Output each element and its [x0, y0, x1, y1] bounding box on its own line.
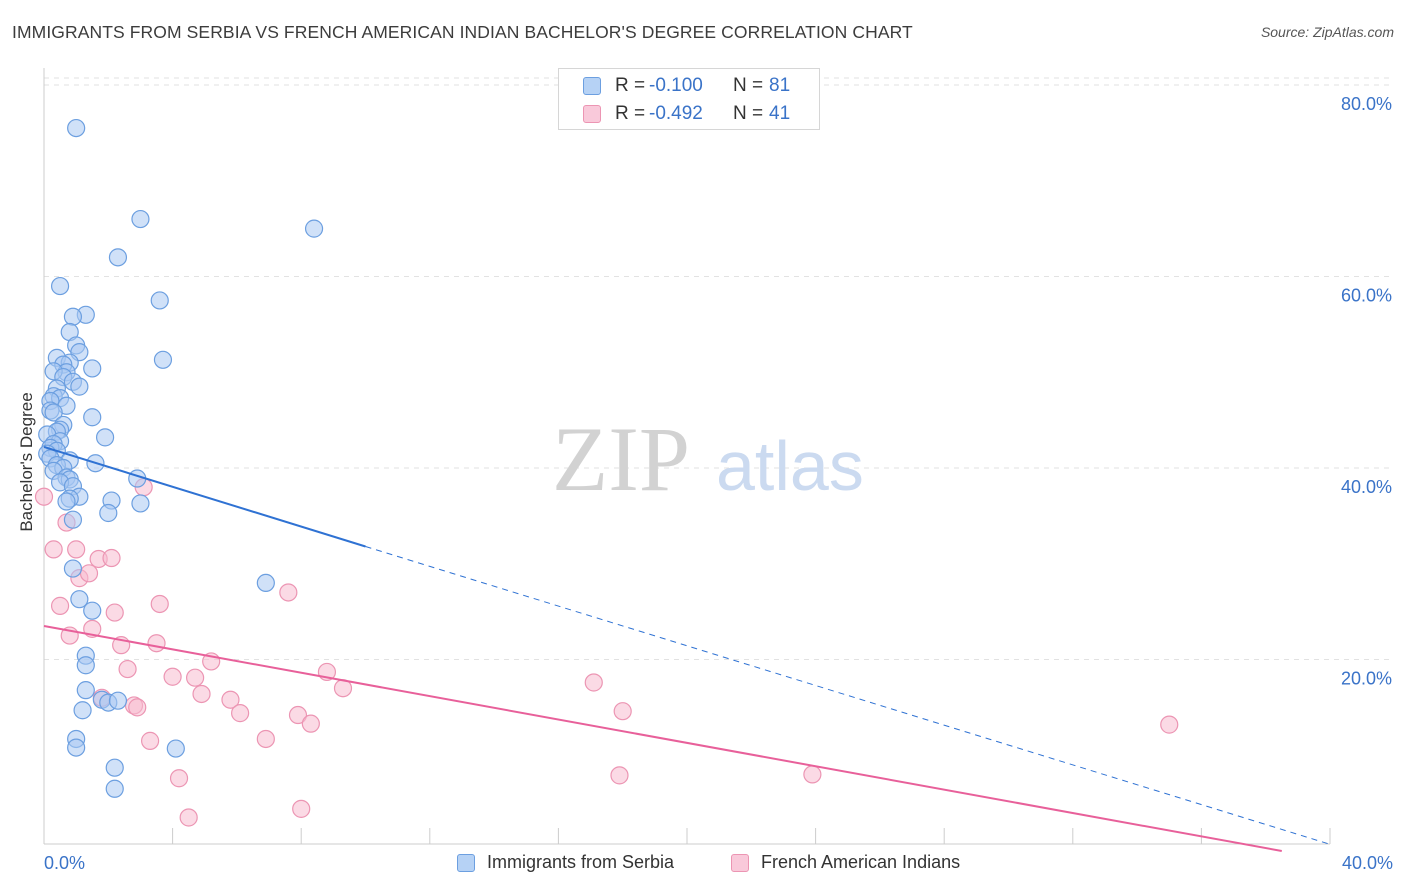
- legend-swatch-serbia: [583, 77, 601, 95]
- data-point-serbia: [166, 739, 185, 758]
- data-point-french-american-indians: [118, 659, 137, 679]
- data-point-french-american-indians: [1160, 715, 1179, 734]
- bottom-legend-serbia: Immigrants from Serbia: [457, 852, 674, 873]
- data-point-serbia: [105, 779, 124, 798]
- series-french-american-indians-points: [34, 478, 1179, 827]
- bottom-legend-label-serbia: Immigrants from Serbia: [487, 852, 675, 872]
- data-point-serbia: [131, 494, 150, 513]
- data-point-serbia: [44, 403, 63, 422]
- data-point-french-american-indians: [79, 564, 99, 583]
- data-point-french-american-indians: [803, 765, 822, 784]
- data-point-serbia: [108, 248, 128, 267]
- data-point-serbia: [108, 691, 128, 710]
- legend-r-value-serbia: -0.100: [649, 75, 703, 96]
- legend-r-value-french-american-indians: -0.492: [649, 103, 703, 124]
- data-point-french-american-indians: [231, 704, 250, 723]
- data-point-serbia: [99, 503, 118, 523]
- data-point-french-american-indians: [292, 799, 311, 818]
- data-point-french-american-indians: [584, 673, 603, 692]
- data-point-french-american-indians: [150, 594, 169, 614]
- trend-lines: [43, 445, 1331, 852]
- data-point-french-american-indians: [610, 766, 629, 785]
- correlation-legend: R = -0.100 N = 81 R = -0.492 N = 41: [558, 68, 820, 130]
- data-point-serbia: [304, 219, 324, 238]
- y-tick-label: 20.0%: [1341, 669, 1392, 689]
- data-point-serbia: [76, 656, 95, 675]
- data-point-serbia: [83, 359, 102, 378]
- data-point-french-american-indians: [102, 548, 121, 568]
- bottom-legend-french-american-indians: French American Indians: [731, 852, 960, 873]
- data-point-french-american-indians: [288, 705, 308, 725]
- bottom-legend-swatch-serbia: [457, 853, 475, 872]
- data-point-serbia: [83, 408, 102, 427]
- legend-n-value-serbia: 81: [769, 75, 791, 96]
- grid-layer: [44, 77, 1392, 660]
- y-tick-label: 80.0%: [1341, 94, 1392, 114]
- data-point-french-american-indians: [186, 668, 205, 687]
- data-point-serbia: [95, 428, 115, 447]
- legend-row-serbia: R = -0.100 N = 81: [583, 73, 790, 99]
- data-point-french-american-indians: [44, 540, 63, 559]
- trend-line-serbia: [43, 445, 366, 548]
- data-point-serbia: [67, 738, 86, 757]
- data-point-french-american-indians: [256, 729, 275, 749]
- data-point-french-american-indians: [50, 596, 70, 615]
- data-point-serbia: [153, 350, 173, 369]
- legend-r-label: R =: [615, 75, 646, 96]
- x-tick-label-min: 0.0%: [44, 853, 85, 873]
- source-credit: Source: ZipAtlas.com: [1260, 24, 1394, 40]
- data-point-serbia: [63, 510, 83, 529]
- data-point-serbia: [150, 291, 169, 310]
- legend-n-value-french-american-indians: 41: [769, 103, 791, 124]
- legend-row-french-american-indians: R = -0.492 N = 41: [583, 101, 790, 127]
- legend-n-label: N =: [733, 75, 764, 96]
- data-point-french-american-indians: [147, 634, 166, 653]
- y-axis-title: Bachelor's Degree: [17, 392, 36, 531]
- data-point-serbia: [76, 681, 95, 700]
- legend-n-label: N =: [733, 103, 764, 124]
- data-point-serbia: [131, 209, 150, 229]
- data-point-french-american-indians: [613, 702, 632, 721]
- trend-line-serbia-extension: [365, 546, 1331, 845]
- data-point-french-american-indians: [67, 540, 86, 559]
- data-point-serbia: [73, 701, 92, 720]
- watermark-atlas: atlas: [716, 427, 864, 505]
- data-point-serbia: [256, 573, 275, 593]
- data-point-french-american-indians: [128, 698, 147, 717]
- data-point-french-american-indians: [34, 487, 54, 506]
- y-tick-label: 60.0%: [1341, 286, 1392, 306]
- watermark-zip: ZIP: [552, 408, 690, 510]
- trend-line-french-american-indians: [43, 625, 1282, 852]
- data-point-serbia: [83, 601, 102, 620]
- data-point-french-american-indians: [179, 808, 198, 827]
- data-point-serbia: [57, 492, 76, 511]
- chart-title: IMMIGRANTS FROM SERBIA VS FRENCH AMERICA…: [12, 22, 913, 42]
- data-point-french-american-indians: [140, 731, 160, 750]
- data-point-french-american-indians: [192, 684, 211, 704]
- data-point-serbia: [63, 307, 83, 326]
- data-point-serbia: [70, 377, 89, 396]
- bottom-legend-swatch-french-american-indians: [731, 853, 749, 872]
- x-tick-label-max: 40.0%: [1342, 853, 1393, 873]
- bottom-legend-label-french-american-indians: French American Indians: [761, 852, 961, 872]
- data-point-serbia: [63, 559, 83, 578]
- y-tick-label: 40.0%: [1341, 477, 1392, 497]
- watermark: ZIP atlas: [552, 408, 864, 510]
- data-point-french-american-indians: [301, 714, 320, 733]
- legend-swatch-french-american-indians: [583, 105, 601, 123]
- data-point-french-american-indians: [279, 583, 298, 602]
- data-point-french-american-indians: [221, 690, 240, 709]
- data-point-serbia: [105, 758, 124, 777]
- series-serbia-points: [38, 118, 324, 798]
- data-point-french-american-indians: [169, 769, 189, 788]
- data-point-french-american-indians: [163, 667, 182, 686]
- data-point-french-american-indians: [105, 603, 124, 622]
- legend-r-label: R =: [615, 103, 646, 124]
- axis-labels: 20.0% 40.0% 60.0% 80.0% 0.0% 40.0%: [44, 94, 1393, 873]
- data-point-serbia: [50, 276, 70, 296]
- data-point-serbia: [67, 118, 86, 138]
- data-point-serbia: [70, 590, 89, 609]
